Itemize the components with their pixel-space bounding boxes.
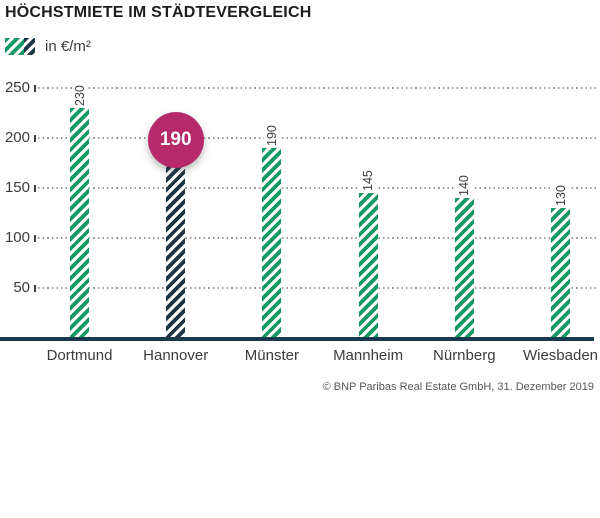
bar-value-label-nürnberg: 140 (456, 162, 473, 196)
bar-value-label-wiesbaden: 130 (552, 172, 569, 206)
bar-dortmund (70, 108, 89, 338)
bar-value-label-münster: 190 (263, 112, 280, 146)
bar-hannover (166, 148, 186, 338)
y-axis-tick-150 (34, 184, 36, 192)
bar-wiesbaden (551, 208, 570, 338)
bar-chart-plot-area: 50 100 150 200 250 230 Dortmund 190 Hannover 190 M… (0, 72, 599, 364)
hatched-bar-swatch-icon (5, 38, 35, 55)
gridline-100 (38, 237, 597, 239)
bar-value-label-mannheim: 145 (360, 157, 377, 191)
x-axis-label-hannover: Hannover (143, 347, 209, 364)
bar-münster (262, 148, 282, 338)
gridline-250 (38, 87, 597, 89)
y-axis-tick-250 (34, 84, 36, 92)
y-axis-label-250: 250 (4, 79, 30, 96)
bar-value-label-dortmund: 230 (71, 72, 88, 106)
y-axis-tick-200 (34, 134, 36, 142)
y-axis-tick-100 (34, 234, 36, 242)
y-axis-label-200: 200 (4, 129, 30, 146)
x-axis-baseline (0, 337, 594, 341)
green-hatch-swatch-part (5, 38, 24, 55)
legend-unit-label: in €/m² (45, 38, 91, 55)
x-axis-label-dortmund: Dortmund (46, 347, 113, 364)
highlight-badge-hannover: 190 (147, 112, 204, 168)
legend: in €/m² (5, 38, 91, 55)
x-axis-label-münster: Münster (244, 347, 299, 364)
y-axis-tick-50 (34, 284, 36, 292)
x-axis-label-wiesbaden: Wiesbaden (522, 347, 599, 364)
gridline-50 (38, 287, 597, 289)
navy-hatch-swatch-part (24, 38, 35, 55)
bar-nürnberg (454, 198, 474, 338)
gridline-200 (38, 137, 597, 139)
x-axis-label-mannheim: Mannheim (333, 347, 404, 364)
x-axis-label-nürnberg: Nürnberg (433, 347, 496, 364)
y-axis-label-150: 150 (4, 179, 30, 196)
page-title: HÖCHSTMIETE IM STÄDTEVERGLEICH (5, 4, 312, 21)
y-axis-label-100: 100 (4, 229, 30, 246)
bar-mannheim (358, 193, 378, 338)
y-axis-label-50: 50 (13, 279, 30, 296)
gridline-150 (38, 187, 597, 189)
copyright-credit: © BNP Paribas Real Estate GmbH, 31. Deze… (322, 381, 594, 393)
